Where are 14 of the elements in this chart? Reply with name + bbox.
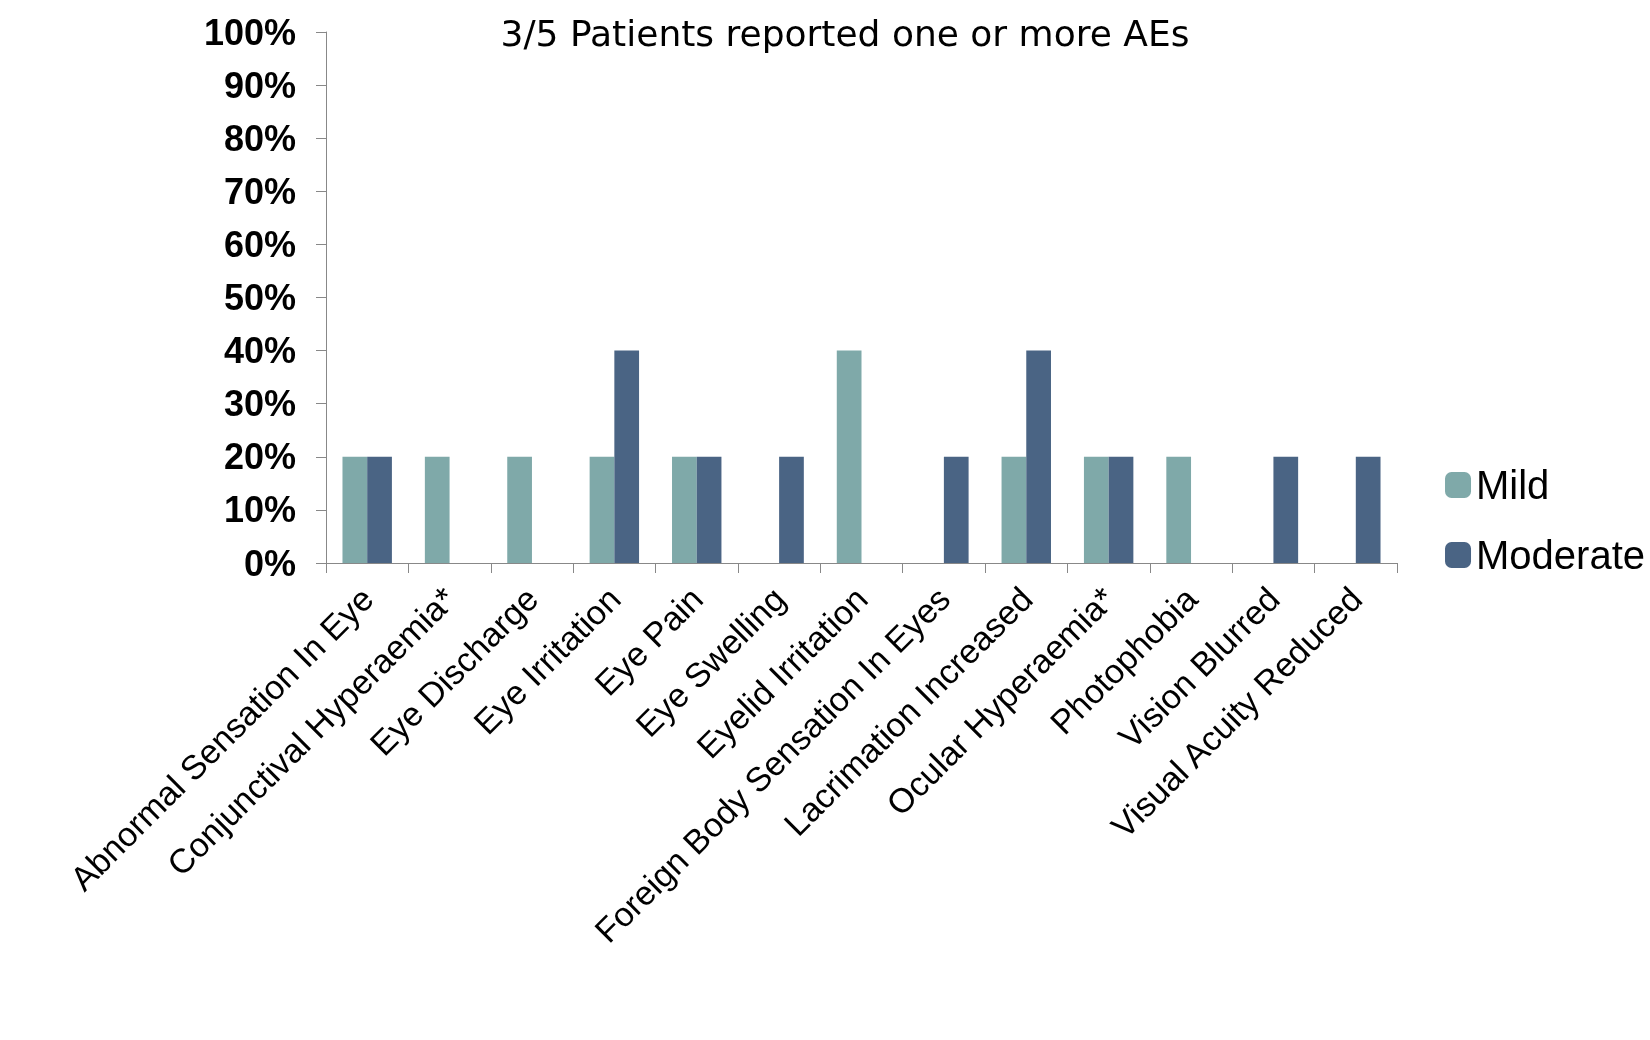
y-tick-label: 10% [223, 489, 296, 531]
y-tick-label: 20% [223, 436, 296, 478]
y-tick-label: 90% [223, 64, 296, 106]
y-tick-label: 60% [223, 223, 296, 265]
y-tick-label: 50% [223, 277, 296, 318]
y-tick-label: 0% [243, 542, 296, 584]
y-tick-label: 70% [223, 170, 296, 212]
legend-label: Moderate [1476, 533, 1645, 577]
y-tick-label: 30% [223, 383, 296, 425]
legend-label: Mild [1476, 463, 1550, 507]
y-tick-label: 100% [203, 11, 296, 53]
y-tick-label: 80% [223, 117, 296, 159]
chart-title: 3/5 Patients reported one or more AEs [500, 12, 1190, 54]
y-tick-label: 40% [223, 330, 296, 372]
